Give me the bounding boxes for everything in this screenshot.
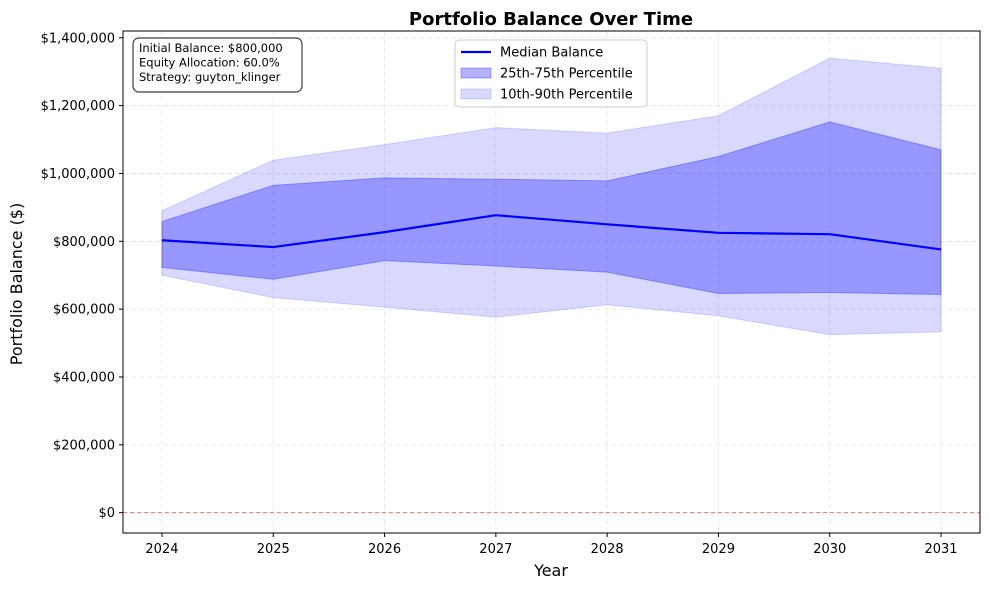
y-tick-label: $0	[98, 506, 115, 521]
x-tick-label: 2029	[702, 542, 735, 557]
legend-swatch-10th-90th	[460, 88, 492, 100]
y-tick-label: $1,200,000	[41, 99, 115, 114]
info-box-frame	[132, 37, 303, 93]
x-axis-label: Year	[533, 561, 568, 580]
y-axis-label: Portfolio Balance ($)	[7, 203, 26, 365]
y-tick-label: $800,000	[53, 235, 115, 250]
y-axis-ticks: $0 $200,000 $400,000 $600,000 $800,000 $1,000…	[41, 31, 123, 521]
legend-label: 10th-90th Percentile	[500, 88, 633, 103]
info-box-line: Strategy: guyton_klinger	[139, 70, 281, 84]
y-tick-label: $200,000	[53, 438, 115, 453]
y-tick-label: $1,400,000	[41, 31, 115, 46]
info-box-line: Initial Balance: $800,000	[139, 41, 283, 55]
x-tick-label: 2028	[591, 542, 624, 557]
chart-title: Portfolio Balance Over Time	[409, 9, 693, 30]
legend-swatch-25th-75th	[460, 67, 492, 79]
percentile-bands	[161, 57, 942, 336]
x-tick-label: 2027	[479, 542, 512, 557]
x-tick-label: 2030	[813, 542, 846, 557]
band-25th-75th-percentile	[161, 121, 942, 296]
plot-area	[123, 31, 980, 533]
y-tick-label: $600,000	[53, 303, 115, 318]
median-balance-line	[161, 214, 942, 251]
y-tick-label: $1,000,000	[41, 167, 115, 182]
x-tick-label: 2025	[257, 542, 290, 557]
y-tick-label: $400,000	[53, 370, 115, 385]
plot-frame	[122, 30, 981, 534]
band-10th-90th-percentile	[161, 57, 942, 336]
x-tick-label: 2024	[145, 542, 178, 557]
legend-label: 25th-75th Percentile	[500, 67, 633, 82]
median-line	[161, 214, 942, 251]
x-axis-ticks: 2024 2025 2026 2027 2028 2029 2030 2031	[145, 533, 958, 557]
legend: Median Balance 25th-75th Percentile 10th-9…	[454, 39, 648, 108]
axes	[122, 30, 981, 534]
x-tick-label: 2031	[924, 542, 957, 557]
info-box-line: Equity Allocation: 60.0%	[139, 56, 280, 70]
x-tick-label: 2026	[368, 542, 401, 557]
legend-frame	[454, 39, 648, 108]
legend-label: Median Balance	[500, 46, 603, 61]
